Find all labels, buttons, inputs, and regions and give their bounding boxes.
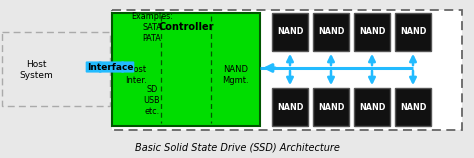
Text: Examples:
SATA
PATA: Examples: SATA PATA	[131, 12, 173, 43]
Bar	[272, 88, 308, 126]
Bar	[354, 13, 390, 51]
Text: Host
Inter.: Host Inter.	[126, 65, 147, 85]
Bar	[313, 88, 349, 126]
Text: NAND: NAND	[277, 103, 303, 112]
Text: NAND: NAND	[400, 103, 426, 112]
Text: NAND
Mgmt.: NAND Mgmt.	[222, 65, 249, 85]
Text: NAND: NAND	[318, 103, 344, 112]
Text: Interface: Interface	[87, 63, 133, 72]
Text: SD
USB
etc.: SD USB etc.	[144, 85, 160, 116]
Text: NAND: NAND	[359, 103, 385, 112]
Bar	[354, 88, 390, 126]
Bar	[395, 88, 431, 126]
Text: Basic Solid State Drive (SSD) Architecture: Basic Solid State Drive (SSD) Architectu…	[135, 142, 339, 152]
Bar	[272, 13, 308, 51]
Bar	[2, 32, 110, 106]
Text: Host
System: Host System	[19, 60, 53, 80]
Text: NAND: NAND	[318, 27, 344, 36]
Bar	[112, 10, 462, 130]
Text: NAND: NAND	[359, 27, 385, 36]
Text: NAND: NAND	[277, 27, 303, 36]
Text: Controller: Controller	[158, 22, 214, 32]
Bar	[112, 13, 260, 126]
Text: NAND: NAND	[400, 27, 426, 36]
Bar	[313, 13, 349, 51]
Bar	[395, 13, 431, 51]
